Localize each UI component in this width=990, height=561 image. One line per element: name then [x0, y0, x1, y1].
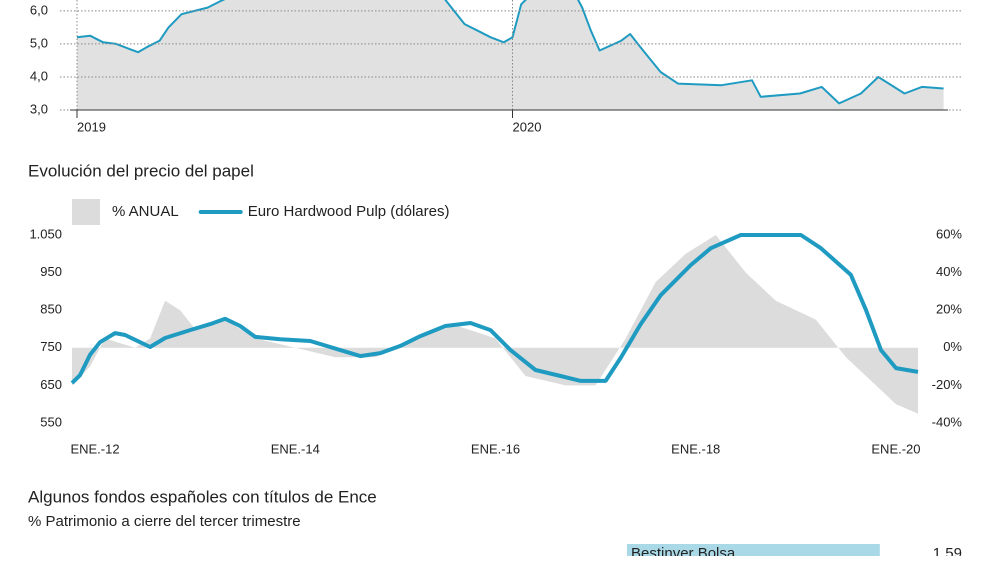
line	[70, 233, 919, 385]
chart-title: Algunos fondos españoles con títulos de …	[28, 487, 377, 506]
y-tick-label: 1.050	[29, 226, 62, 241]
y-tick-label: 4,0	[30, 68, 48, 83]
area	[77, 0, 944, 110]
x-tick-label: ENE.-14	[271, 441, 320, 456]
y-tick-label: 950	[40, 264, 62, 279]
legend-swatch	[72, 199, 100, 225]
y2-tick-label: 60%	[936, 226, 962, 241]
chart-subtitle: % Patrimonio a cierre del tercer trimest…	[28, 513, 301, 530]
x-tick-label: ENE.-12	[70, 441, 119, 456]
x-tick-label: ENE.-18	[671, 441, 720, 456]
y-tick-label: 3,0	[30, 101, 48, 116]
y-tick-label: 5,0	[30, 35, 48, 50]
x-tick-label: 2020	[513, 119, 542, 134]
y2-tick-label: -40%	[932, 414, 963, 429]
area	[72, 235, 918, 414]
legend-label: % ANUAL	[112, 203, 179, 220]
legend-label: Euro Hardwood Pulp (dólares)	[248, 203, 450, 220]
y-tick-label: 850	[40, 302, 62, 317]
value-label: 1,59	[933, 545, 962, 556]
y-tick-label: 6,0	[30, 2, 48, 17]
plot	[76, 0, 944, 110]
x-tick-label: 2019	[77, 119, 106, 134]
y2-tick-label: 0%	[943, 339, 962, 354]
chart-title: Evolución del precio del papel	[28, 161, 254, 180]
y-tick-label: 550	[40, 414, 62, 429]
y2-tick-label: 40%	[936, 264, 962, 279]
y2-tick-label: 20%	[936, 302, 962, 317]
y-tick-label: 750	[40, 339, 62, 354]
x-tick-label: ENE.-20	[871, 441, 920, 456]
plot	[70, 233, 919, 414]
y2-tick-label: -20%	[932, 377, 963, 392]
x-tick-label: ENE.-16	[471, 441, 520, 456]
y-tick-label: 650	[40, 377, 62, 392]
line	[76, 0, 944, 105]
bar-label: Bestinver Bolsa	[631, 545, 736, 556]
